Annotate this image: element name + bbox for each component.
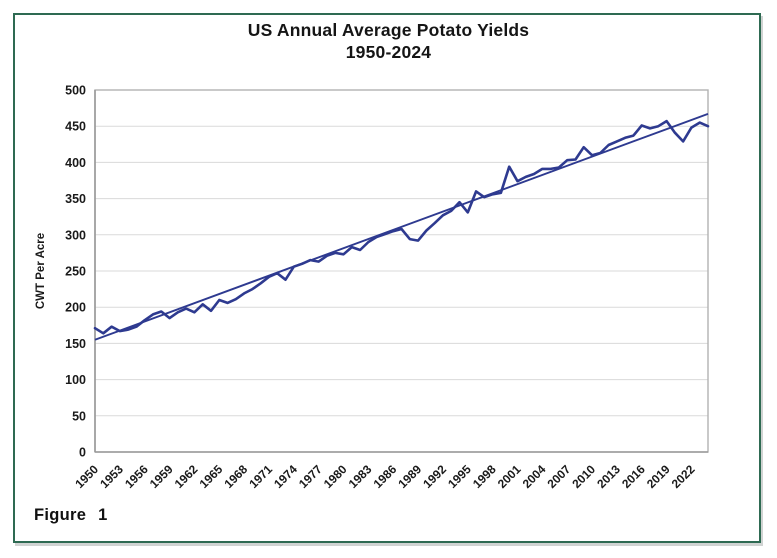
x-tick-label: 1971 xyxy=(246,462,275,491)
x-tick-label: 2007 xyxy=(545,462,574,491)
x-tick-label: 1959 xyxy=(147,462,176,491)
y-tick-label: 100 xyxy=(65,373,86,387)
trend-line xyxy=(94,113,709,341)
x-tick-label: 2001 xyxy=(495,462,524,491)
x-tick-label: 2019 xyxy=(644,462,673,491)
y-tick-label: 0 xyxy=(79,446,86,460)
chart-title: US Annual Average Potato Yields 1950-202… xyxy=(0,20,777,64)
chart-title-line1: US Annual Average Potato Yields xyxy=(247,20,530,40)
x-tick-label: 1998 xyxy=(470,462,499,491)
figure-caption: Figure 1 xyxy=(34,506,108,524)
y-tick-label: 50 xyxy=(72,409,86,423)
x-tick-label: 2010 xyxy=(569,462,598,491)
x-tick-label: 1983 xyxy=(346,462,375,491)
y-tick-label: 400 xyxy=(65,156,86,170)
x-tick-label: 1956 xyxy=(122,462,151,491)
y-tick-label: 250 xyxy=(65,265,86,279)
x-tick-label: 1968 xyxy=(221,462,250,491)
x-tick-label: 2013 xyxy=(594,462,623,491)
x-tick-label: 1965 xyxy=(197,462,226,491)
y-tick-label: 200 xyxy=(65,301,86,315)
y-tick-label: 450 xyxy=(65,120,86,134)
x-tick-label: 1980 xyxy=(321,462,350,491)
y-axis-title: CWT Per Acre xyxy=(35,233,47,309)
x-tick-label: 1953 xyxy=(97,462,126,491)
x-tick-label: 1977 xyxy=(296,462,325,491)
x-tick-label: 2004 xyxy=(520,462,549,491)
x-tick-label: 1986 xyxy=(371,462,400,491)
x-tick-label: 1989 xyxy=(395,462,424,491)
x-tick-label: 1974 xyxy=(271,462,300,491)
x-tick-label: 1950 xyxy=(72,462,101,491)
y-tick-label: 150 xyxy=(65,337,86,351)
x-tick-label: 1992 xyxy=(420,462,449,491)
x-tick-label: 2022 xyxy=(669,462,698,491)
x-tick-label: 1962 xyxy=(172,462,201,491)
x-tick-label: 2016 xyxy=(619,462,648,491)
y-tick-label: 500 xyxy=(65,84,86,98)
y-tick-label: 300 xyxy=(65,228,86,242)
yield-series-line xyxy=(93,119,710,335)
y-tick-label: 350 xyxy=(65,192,86,206)
x-tick-label: 1995 xyxy=(445,462,474,491)
chart-title-line2: 1950-2024 xyxy=(345,41,432,62)
